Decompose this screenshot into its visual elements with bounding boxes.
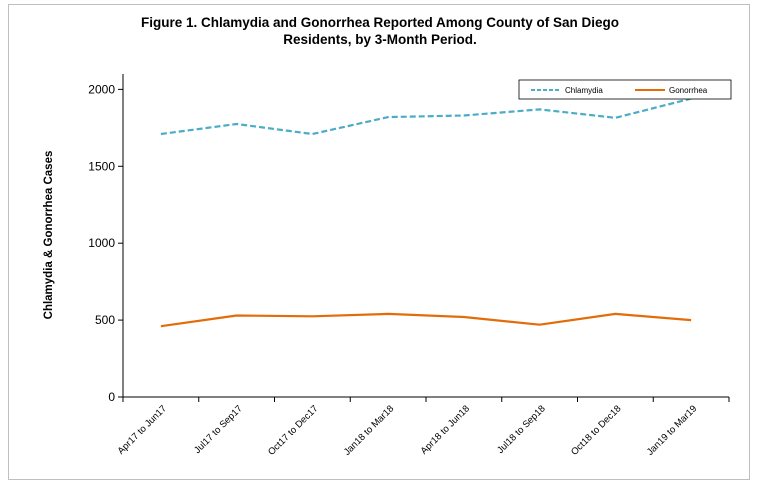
legend-label-chlamydia: Chlamydia <box>565 86 603 95</box>
series-lines <box>160 97 692 328</box>
y-ticks: 0 500 1000 1500 2000 <box>88 82 123 404</box>
x-tick-label: Jul17 to Sep17 <box>192 403 245 456</box>
y-tick-label: 500 <box>95 313 115 327</box>
x-tick-label: Jan19 to Mar19 <box>645 403 699 457</box>
y-tick-label: 1000 <box>88 236 115 250</box>
chart-title-line-2: Residents, by 3-Month Period. <box>283 32 477 47</box>
legend-box <box>518 79 732 100</box>
axes <box>122 74 729 398</box>
chart-frame: Figure 1. Chlamydia and Gonorrhea Report… <box>8 4 750 480</box>
x-ticks: Apr17 to Jun17 Jul17 to Sep17 Oct17 to Dec… <box>116 397 730 458</box>
x-tick-label: Oct18 to Dec18 <box>569 403 623 457</box>
x-tick-label: Jan18 to Mar18 <box>342 403 396 457</box>
series-line-gonorrhea <box>160 312 692 328</box>
x-tick-label: Apr17 to Jun17 <box>116 403 169 456</box>
y-tick-label: 2000 <box>88 82 115 96</box>
series-line-chlamydia <box>160 97 692 136</box>
x-tick-label: Apr18 to Jun18 <box>419 403 472 456</box>
legend: Chlamydia Gonorrhea <box>518 79 732 100</box>
y-tick-label: 0 <box>108 390 115 404</box>
y-tick-label: 1500 <box>88 159 115 173</box>
x-tick-label: Oct17 to Dec17 <box>266 403 320 457</box>
legend-label-gonorrhea: Gonorrhea <box>669 86 708 95</box>
x-tick-label: Jul18 to Sep18 <box>495 403 548 456</box>
chart-title-line-1: Figure 1. Chlamydia and Gonorrhea Report… <box>141 15 619 30</box>
y-axis-label: Chlamydia & Gonorrhea Cases <box>43 151 55 320</box>
line-chart: Figure 1. Chlamydia and Gonorrhea Report… <box>43 15 732 458</box>
